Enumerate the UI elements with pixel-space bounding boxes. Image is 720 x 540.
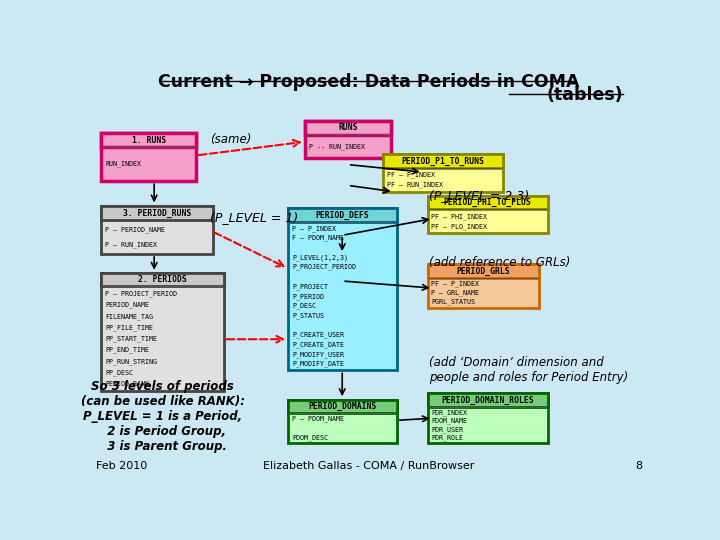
- Bar: [428, 265, 539, 278]
- Text: 1. RUNS: 1. RUNS: [132, 136, 166, 145]
- Text: PF – PHI_INDEX: PF – PHI_INDEX: [431, 213, 487, 220]
- Text: RUNS: RUNS: [338, 123, 358, 132]
- Bar: [101, 273, 224, 391]
- Text: PERIOD_PHI_TO_PLOS: PERIOD_PHI_TO_PLOS: [444, 198, 531, 207]
- Bar: [305, 121, 392, 134]
- Text: P – PERIOD_NAME: P – PERIOD_NAME: [105, 226, 165, 233]
- Text: P – PROJECT_PERIOD: P – PROJECT_PERIOD: [105, 291, 177, 297]
- Text: (add reference to GRLs): (add reference to GRLs): [429, 256, 571, 269]
- Bar: [101, 133, 196, 147]
- Text: PP_START_TIME: PP_START_TIME: [105, 335, 157, 342]
- Bar: [101, 206, 213, 254]
- Text: PDR_ROLE: PDR_ROLE: [431, 434, 464, 441]
- Text: P_LEVEL(1,2,3): P_LEVEL(1,2,3): [292, 254, 348, 261]
- Text: PP_END_TIME: PP_END_TIME: [105, 347, 149, 353]
- Text: PERIOD_DEFS: PERIOD_DEFS: [315, 211, 369, 220]
- Text: PERIOD_RANK: PERIOD_RANK: [105, 381, 149, 387]
- Bar: [383, 154, 503, 192]
- Bar: [288, 400, 397, 443]
- Text: P_PROJECT_PERIOD: P_PROJECT_PERIOD: [292, 264, 356, 271]
- Text: PP_FILE_TIME: PP_FILE_TIME: [105, 324, 153, 331]
- Bar: [428, 196, 547, 210]
- Text: PERIOD_GRLS: PERIOD_GRLS: [456, 267, 510, 276]
- Text: PERIOD_NAME: PERIOD_NAME: [105, 302, 149, 308]
- Text: P_PROJECT: P_PROJECT: [292, 283, 328, 290]
- Text: (same): (same): [210, 133, 251, 146]
- Text: PGRL_STATUS: PGRL_STATUS: [431, 299, 475, 306]
- Text: RUN_INDEX: RUN_INDEX: [105, 161, 141, 167]
- Text: (add ‘Domain’ dimension and
people and roles for Period Entry): (add ‘Domain’ dimension and people and r…: [429, 356, 629, 384]
- Text: Current → Proposed: Data Periods in COMA: Current → Proposed: Data Periods in COMA: [158, 73, 580, 91]
- Text: P – RUN_INDEX: P – RUN_INDEX: [105, 241, 157, 248]
- Bar: [428, 393, 547, 443]
- Text: F – PDOM_NAME: F – PDOM_NAME: [292, 235, 344, 241]
- Text: (P_LEVEL = 1): (P_LEVEL = 1): [210, 211, 298, 224]
- Text: PF – PLO_INDEX: PF – PLO_INDEX: [431, 223, 487, 230]
- Text: FILENAME_TAG: FILENAME_TAG: [105, 313, 153, 320]
- Text: P_MODIFY_USER: P_MODIFY_USER: [292, 351, 344, 357]
- Text: PERIOD_DOMAIN_ROLES: PERIOD_DOMAIN_ROLES: [441, 396, 534, 404]
- Text: Feb 2010: Feb 2010: [96, 462, 147, 471]
- Text: So 3 levels of periods
(can be used like RANK):
P_LEVEL = 1 is a Period,
  2 is : So 3 levels of periods (can be used like…: [81, 380, 245, 453]
- Text: PDR_INDEX: PDR_INDEX: [431, 409, 467, 416]
- Text: P_DESC: P_DESC: [292, 302, 316, 309]
- Bar: [288, 400, 397, 413]
- Bar: [428, 393, 547, 407]
- Text: P -- RUN_INDEX: P -- RUN_INDEX: [309, 143, 365, 150]
- Bar: [428, 196, 547, 233]
- Text: P_CREATE_USER: P_CREATE_USER: [292, 332, 344, 339]
- Text: P – PDOM_NAME: P – PDOM_NAME: [292, 416, 344, 422]
- Text: PF – RUN_INDEX: PF – RUN_INDEX: [387, 181, 443, 188]
- Text: P_MODIFY_DATE: P_MODIFY_DATE: [292, 361, 344, 367]
- Text: 3. PERIOD_RUNS: 3. PERIOD_RUNS: [123, 208, 191, 218]
- Text: PDR_USER: PDR_USER: [431, 426, 464, 433]
- Text: PERIOD_DOMAINS: PERIOD_DOMAINS: [308, 402, 377, 411]
- Bar: [288, 208, 397, 370]
- Text: 8: 8: [635, 462, 642, 471]
- Text: Elizabeth Gallas - COMA / RunBrowser: Elizabeth Gallas - COMA / RunBrowser: [264, 462, 474, 471]
- Text: PP_RUN_STRING: PP_RUN_STRING: [105, 358, 157, 365]
- Text: PERIOD_P1_TO_RUNS: PERIOD_P1_TO_RUNS: [402, 157, 485, 166]
- Text: PDOM_DESC: PDOM_DESC: [292, 434, 328, 441]
- Bar: [101, 206, 213, 220]
- Text: P – P_INDEX: P – P_INDEX: [292, 225, 336, 232]
- Bar: [383, 154, 503, 168]
- Bar: [101, 133, 196, 181]
- Text: P_STATUS: P_STATUS: [292, 312, 324, 319]
- Text: PDOM_NAME: PDOM_NAME: [431, 417, 467, 424]
- Bar: [305, 121, 392, 158]
- Bar: [288, 208, 397, 222]
- Text: PF – P_INDEX: PF – P_INDEX: [431, 281, 480, 287]
- Text: (P_LEVEL = 2,3): (P_LEVEL = 2,3): [429, 190, 529, 202]
- Text: PF – P_INDEX: PF – P_INDEX: [387, 171, 435, 178]
- Text: P_CREATE_DATE: P_CREATE_DATE: [292, 341, 344, 348]
- Text: P – GRL_NAME: P – GRL_NAME: [431, 290, 480, 296]
- Text: (tables): (tables): [546, 85, 623, 104]
- Text: P_PERIOD: P_PERIOD: [292, 293, 324, 300]
- Text: 2. PERIODS: 2. PERIODS: [138, 275, 187, 284]
- Text: PP_DESC: PP_DESC: [105, 369, 133, 376]
- Bar: [101, 273, 224, 286]
- Bar: [428, 265, 539, 308]
